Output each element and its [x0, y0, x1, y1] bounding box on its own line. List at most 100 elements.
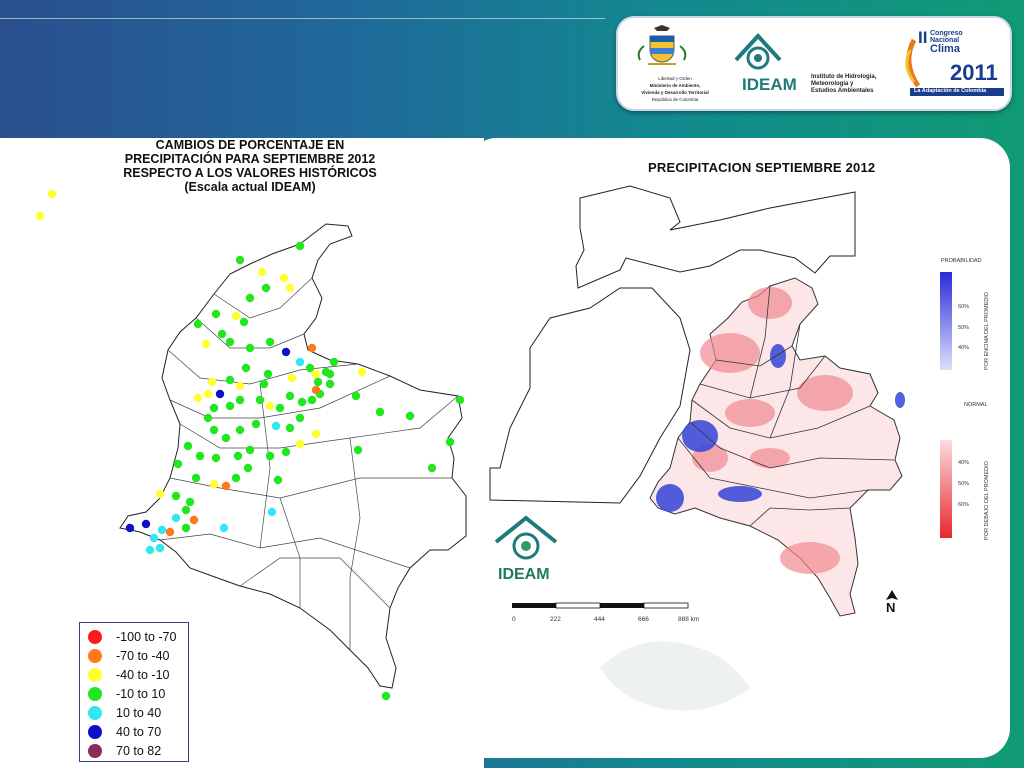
station-dot [185, 497, 195, 507]
station-dot [455, 395, 465, 405]
station-dot [209, 479, 219, 489]
station-dot [235, 381, 245, 391]
station-dot [245, 293, 255, 303]
station-dot [251, 419, 261, 429]
colorbar-bottom-tick: 50% [958, 481, 970, 487]
station-dot [195, 451, 205, 461]
station-dot [211, 453, 221, 463]
legend-label: -100 to -70 [116, 630, 177, 644]
station-dot [307, 343, 317, 353]
colorbar-below-average [940, 440, 952, 538]
station-dot [183, 441, 193, 451]
legend-swatch [88, 649, 102, 663]
station-dot [181, 523, 191, 533]
colorbar-top-side-label: POR ENCIMA DEL PROMEDIO [984, 291, 990, 370]
station-dot [231, 311, 241, 321]
legend-entry: -100 to -70 [88, 628, 176, 646]
station-dot [307, 395, 317, 405]
station-dot [173, 459, 183, 469]
station-dot [35, 211, 45, 221]
station-dot [241, 363, 251, 373]
scale-bar-labels: 0 222 444 666 888 km [508, 616, 699, 628]
legend-label: 70 to 82 [116, 744, 162, 758]
colorbar-top-tick: 50% [958, 325, 970, 331]
station-dot [245, 343, 255, 353]
station-dot [225, 337, 235, 347]
station-dot [215, 389, 225, 399]
legend-entry: -10 to 10 [88, 685, 165, 703]
header-divider-line [0, 18, 605, 19]
station-dot [273, 475, 283, 485]
station-dot [427, 463, 437, 473]
station-map-title-line: (Escala actual IDEAM) [184, 180, 316, 194]
above-average-areas [656, 344, 905, 512]
station-dot [191, 473, 201, 483]
ideam-watermark-text: IDEAM [498, 566, 550, 583]
legend-swatch [88, 630, 102, 644]
scale-label: 0 [512, 616, 516, 623]
station-dot [239, 317, 249, 327]
station-dot [281, 447, 291, 457]
station-dot [141, 519, 151, 529]
scale-label: 444 [594, 616, 605, 623]
station-dot [265, 401, 275, 411]
station-dot [181, 505, 191, 515]
station-dot [243, 463, 253, 473]
station-dot [311, 385, 321, 395]
station-dot [357, 367, 367, 377]
logo-graphics [637, 25, 1004, 96]
station-dot [325, 369, 335, 379]
station-dot [295, 439, 305, 449]
scale-label: 222 [550, 616, 561, 623]
ideam-name: IDEAM [742, 75, 797, 94]
station-dot [225, 401, 235, 411]
legend-entry: 10 to 40 [88, 704, 161, 722]
station-map-title-line: PRECIPITACIÓN PARA SEPTIEMBRE 2012 [124, 152, 376, 166]
station-dot [171, 513, 181, 523]
station-dot [219, 523, 229, 533]
station-dot [231, 473, 241, 483]
station-dot [297, 397, 307, 407]
legend-swatch [88, 725, 102, 739]
station-dot [287, 373, 297, 383]
station-dot [313, 377, 323, 387]
precipitation-map-title: PRECIPITACION SEPTIEMBRE 2012 [648, 160, 876, 175]
colorbar-above-average [940, 272, 952, 370]
station-dot [155, 489, 165, 499]
decorative-watermark [600, 641, 750, 711]
station-dot [149, 533, 159, 543]
station-points [35, 189, 465, 701]
ideam-caption: Instituto de Hidrología, Meteorología y … [811, 74, 877, 94]
station-dot [281, 347, 291, 357]
station-dot [257, 267, 267, 277]
congress-year: 2011 [950, 60, 998, 85]
station-dot [193, 393, 203, 403]
colombia-shield-icon [637, 25, 687, 65]
station-dot [217, 329, 227, 339]
station-dot [203, 389, 213, 399]
legend-label: 10 to 40 [116, 706, 162, 720]
legend-label: 40 to 70 [116, 725, 162, 739]
colombia-caption: Libertad y Orden Ministerio de Ambiente,… [641, 76, 709, 102]
north-label: N [886, 600, 896, 615]
scale-label: 666 [638, 616, 649, 623]
station-legend: -100 to -70 -70 to -40 -40 to -10 -10 to… [79, 622, 189, 762]
logo-banner: Libertad y Orden Ministerio de Ambiente,… [616, 16, 1012, 111]
station-dot [193, 319, 203, 329]
congress-label: Congreso Nacional Clima [930, 30, 963, 55]
station-dot [221, 433, 231, 443]
congress-roman: II [918, 28, 928, 47]
colorbar-bottom-heading: NORMAL [964, 402, 988, 408]
station-dot [233, 451, 243, 461]
station-dot [325, 379, 335, 389]
station-dot [189, 515, 199, 525]
legend-swatch [88, 706, 102, 720]
congress-logo-icon [905, 38, 1004, 96]
station-dot [305, 363, 315, 373]
station-dot [353, 445, 363, 455]
station-dot [275, 403, 285, 413]
station-dot [351, 391, 361, 401]
station-dot [235, 425, 245, 435]
station-dot [295, 241, 305, 251]
station-dot [311, 369, 321, 379]
